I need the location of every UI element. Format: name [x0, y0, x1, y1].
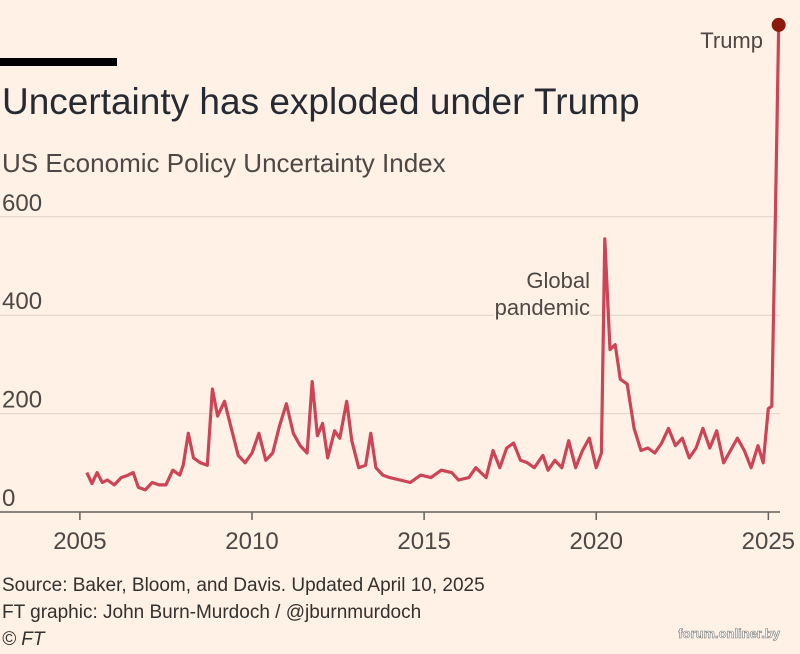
y-tick-label: 400 [2, 288, 42, 315]
line [85, 24, 781, 492]
annotation: Global pandemic [495, 268, 590, 320]
x-tick-label: 2020 [570, 528, 623, 555]
end-marker [771, 17, 786, 32]
annotation: Trump [700, 28, 763, 53]
source: Source: Baker, Bloom, and Davis. Updated… [2, 575, 485, 596]
y-tick-label: 600 [2, 190, 42, 217]
y-tick-label: 200 [2, 387, 42, 414]
annotation-line: pandemic [495, 295, 590, 320]
annotation-line: Global [526, 268, 590, 293]
annotation-line: Trump [700, 28, 763, 53]
chart-subtitle: US Economic Policy Uncertainty Index [2, 148, 446, 178]
x-tick-label: 2005 [53, 528, 106, 555]
x-tick-label: 2015 [397, 528, 450, 555]
copyright: © FT [2, 629, 46, 650]
x-tick-label: 2010 [225, 528, 278, 555]
y-tick-label: 0 [2, 485, 15, 512]
x-tick-label: 2025 [742, 528, 795, 555]
watermark: forum.onliner.by [678, 626, 781, 641]
chart-title: Uncertainty has exploded under Trump [2, 81, 640, 122]
credit: FT graphic: John Burn-Murdoch / @jburnmu… [2, 602, 421, 623]
ft-bar [0, 58, 117, 66]
